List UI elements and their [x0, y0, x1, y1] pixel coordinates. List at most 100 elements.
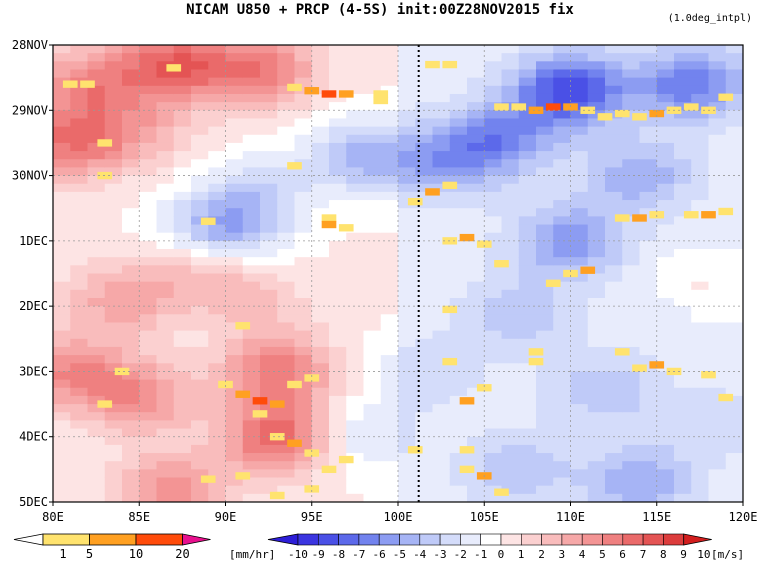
u850-cell	[449, 469, 468, 479]
u850-cell	[501, 208, 520, 217]
u850-cell	[656, 151, 675, 160]
u850-cell	[415, 273, 434, 283]
u850-cell	[518, 289, 537, 299]
u850-cell	[536, 216, 554, 226]
u850-cell	[380, 69, 399, 79]
u850-cell	[311, 142, 330, 152]
u850-cell	[260, 363, 278, 373]
u850-cell	[432, 53, 451, 62]
u850-cell	[708, 159, 727, 169]
u850-cell	[639, 232, 658, 242]
u850-cell	[501, 159, 520, 169]
u850-cell	[191, 126, 209, 136]
u850-cell	[363, 306, 382, 315]
u850-cell	[277, 477, 296, 487]
u850-colorbar-label: -5	[393, 548, 406, 561]
u850-cell	[208, 453, 227, 462]
u850-cell	[449, 330, 468, 340]
u850-cell	[104, 151, 123, 160]
u850-cell	[139, 151, 158, 160]
u850-cell	[191, 314, 209, 324]
u850-cell	[329, 102, 347, 111]
u850-cell	[87, 224, 106, 234]
u850-cell	[311, 249, 330, 258]
u850-cell	[70, 469, 89, 479]
u850-cell	[225, 151, 244, 160]
u850-cell	[587, 444, 606, 454]
u850-cell	[449, 428, 468, 438]
u850-cell	[70, 110, 89, 120]
u850-cell	[277, 330, 296, 340]
u850-cell	[294, 265, 313, 275]
u850-cell	[346, 469, 365, 479]
u850-cell	[708, 428, 727, 438]
u850-cell	[536, 322, 554, 332]
u850-cell	[501, 485, 520, 495]
u850-cell	[674, 134, 692, 144]
u850-cell	[70, 273, 89, 283]
u850-cell	[536, 461, 554, 470]
u850-cell	[329, 142, 347, 152]
u850-cell	[242, 110, 261, 120]
u850-cell	[415, 151, 434, 160]
u850-cell	[605, 77, 623, 87]
u850-cell	[173, 159, 192, 169]
u850-cell	[536, 118, 554, 128]
u850-cell	[587, 314, 606, 324]
u850-cell	[536, 338, 554, 348]
u850-cell	[570, 200, 589, 209]
u850-cell	[346, 420, 365, 430]
u850-cell	[674, 412, 692, 421]
u850-cell	[415, 134, 434, 144]
u850-cell	[484, 273, 503, 283]
u850-cell	[225, 485, 244, 495]
u850-cell	[622, 371, 641, 381]
u850-cell	[691, 85, 710, 95]
u850-cell	[139, 281, 158, 291]
x-axis: 80E 85E 90E 95E 100E 105E 110E 115E 120E	[42, 502, 757, 524]
u850-cell	[139, 159, 158, 169]
u850-cell	[225, 420, 244, 430]
u850-cell	[104, 297, 123, 307]
u850-cell	[570, 477, 589, 487]
u850-cell	[708, 167, 727, 177]
u850-cell	[242, 183, 261, 193]
u850-cell	[380, 110, 399, 120]
u850-cell	[467, 240, 485, 250]
u850-cell	[104, 232, 123, 242]
u850-cell	[398, 281, 416, 291]
u850-cell	[605, 265, 623, 275]
u850-cell	[725, 200, 743, 209]
u850-cell	[294, 379, 313, 389]
u850-cell	[570, 322, 589, 332]
u850-cell	[639, 371, 658, 381]
u850-cell	[363, 297, 382, 307]
prcp-cell	[338, 224, 354, 232]
prcp-cell	[304, 374, 320, 382]
u850-cell	[708, 240, 727, 250]
u850-cell	[605, 45, 623, 54]
u850-cell	[484, 371, 503, 381]
u850-cell	[553, 273, 572, 283]
u850-cell	[122, 477, 140, 487]
u850-cell	[501, 477, 520, 487]
u850-cell	[363, 436, 382, 446]
u850-cell	[536, 142, 554, 152]
u850-cell	[622, 249, 641, 258]
u850-cell	[605, 404, 623, 413]
u850-cell	[277, 77, 296, 87]
u850-cell	[191, 240, 209, 250]
u850-cell	[346, 453, 365, 462]
prcp-cell	[442, 305, 458, 314]
u850-cell	[311, 69, 330, 79]
u850-cell	[173, 151, 192, 160]
u850-cell	[553, 159, 572, 169]
u850-cell	[398, 395, 416, 405]
u850-cell	[70, 240, 89, 250]
u850-cell	[691, 93, 710, 103]
u850-cell	[225, 281, 244, 291]
u850-cell	[294, 183, 313, 193]
prcp-cell	[338, 455, 354, 464]
u850-cell	[139, 453, 158, 462]
u850-cell	[53, 338, 71, 348]
